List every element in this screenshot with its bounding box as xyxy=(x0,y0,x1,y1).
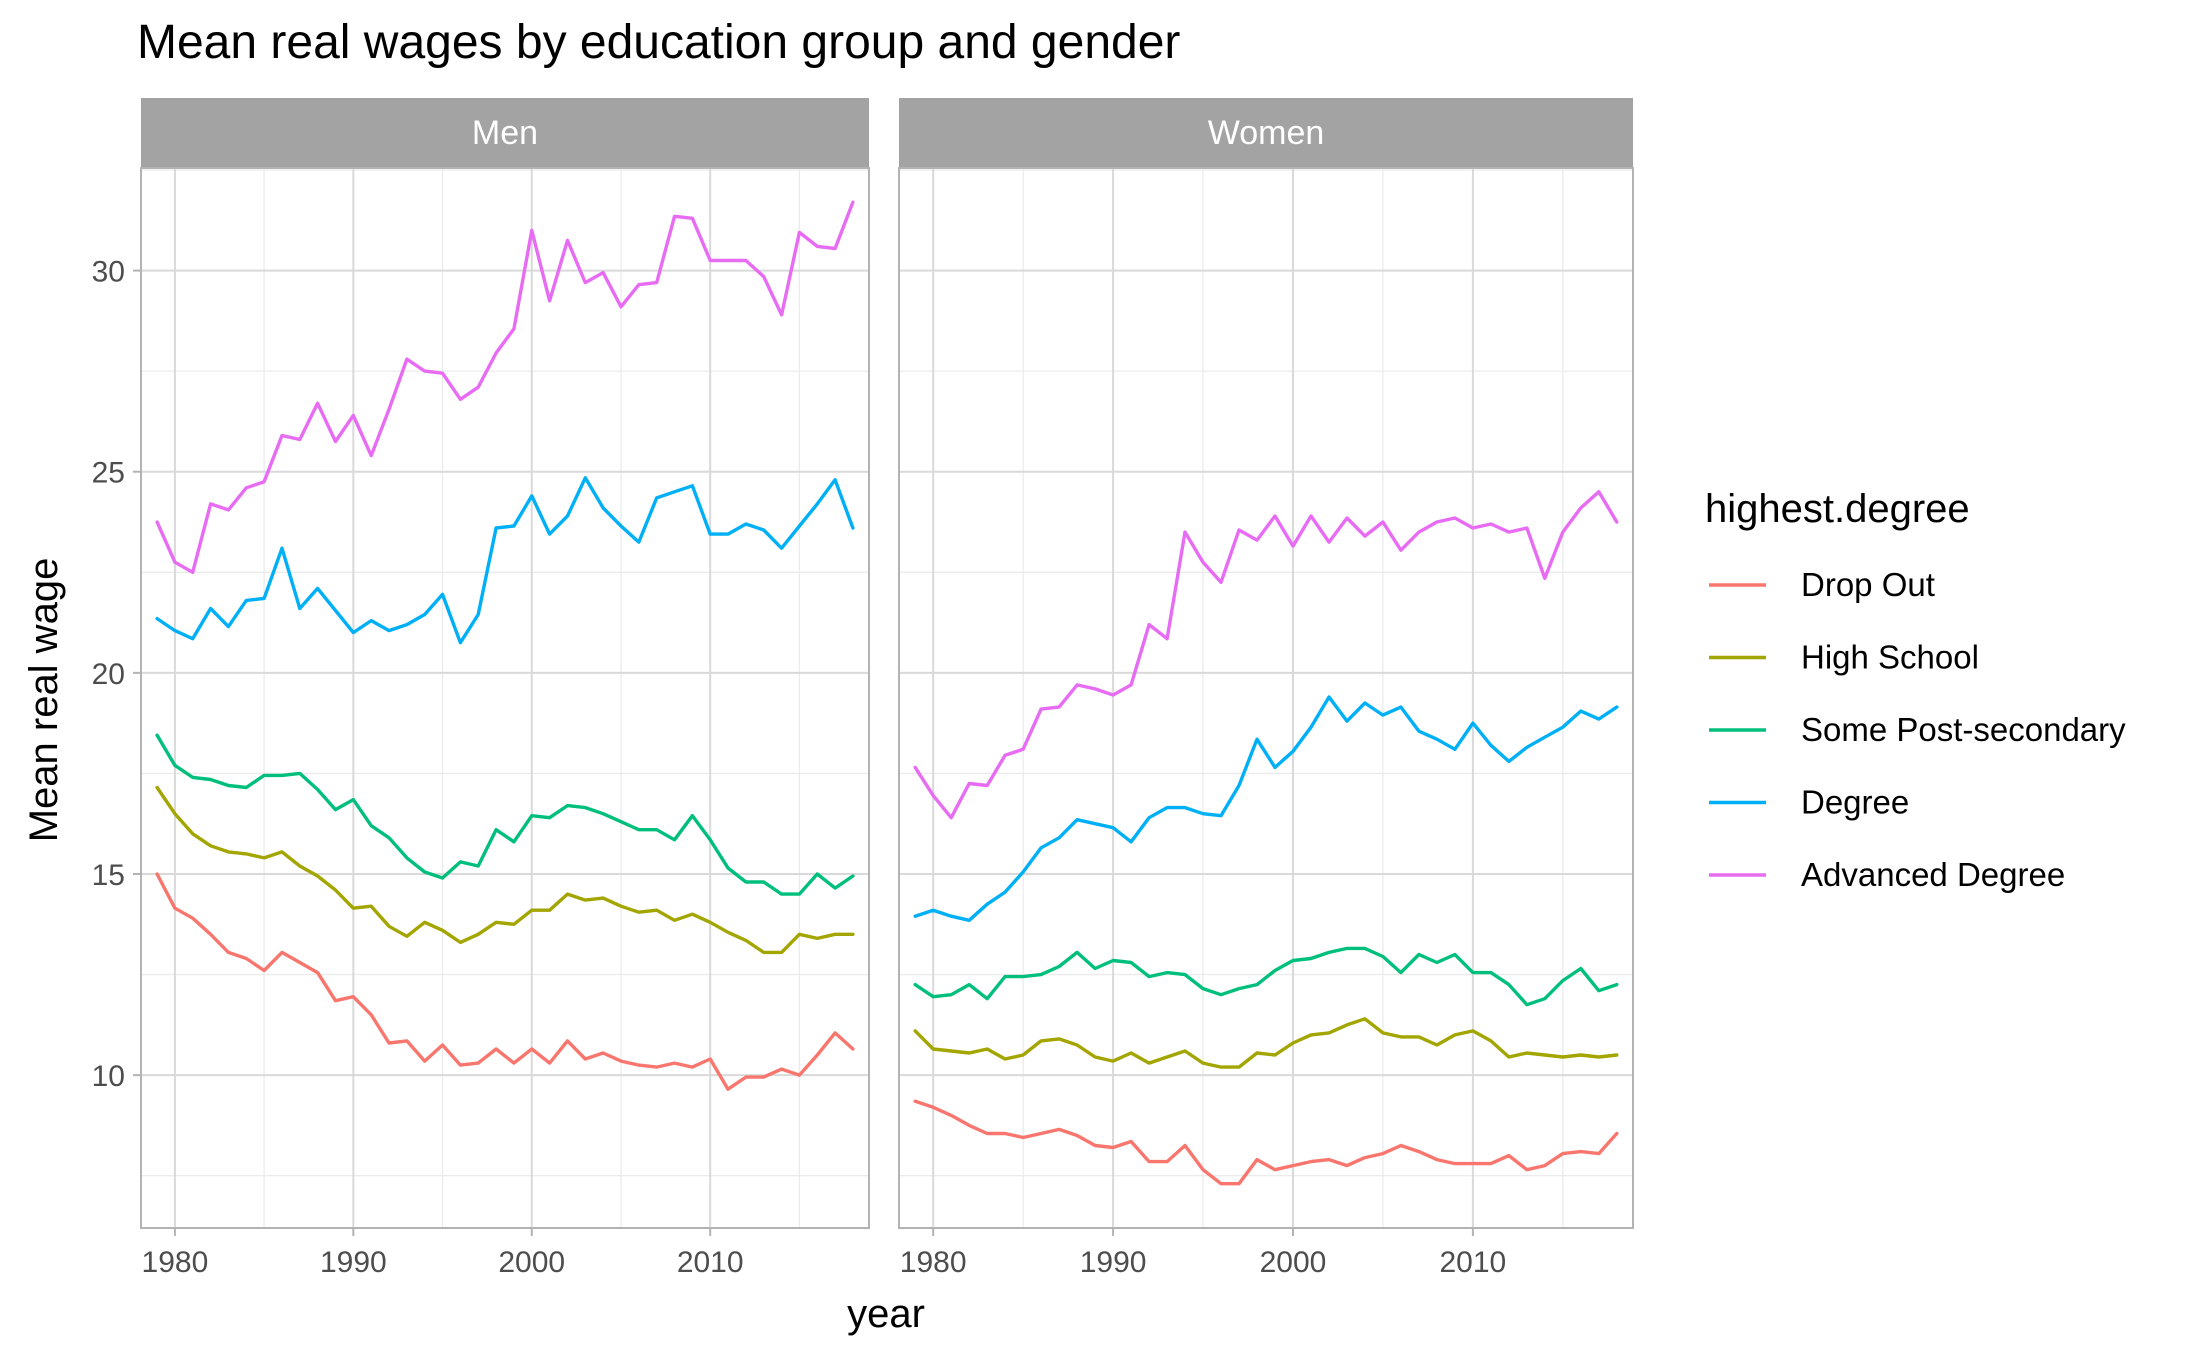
x-tick-label: 1980 xyxy=(142,1246,209,1279)
series-line-degree-women xyxy=(913,695,1619,922)
legend-title: highest.degree xyxy=(1705,487,1970,531)
series-line-advanced-degree-women xyxy=(913,490,1619,820)
panel-border-men xyxy=(140,167,870,1229)
series-line-some-post-secondary-women xyxy=(913,946,1619,1007)
strip-label-men: Men xyxy=(472,114,538,152)
x-tick-label: 1980 xyxy=(900,1246,967,1279)
x-tick-label: 1990 xyxy=(320,1246,387,1279)
x-tick-label: 2000 xyxy=(498,1246,565,1279)
series-line-high-school-women xyxy=(913,1017,1619,1069)
y-tick-label: 10 xyxy=(92,1060,125,1093)
y-tick-label: 20 xyxy=(92,658,125,691)
legend: highest.degree Drop Out High School Some P… xyxy=(1705,487,2126,893)
series-line-drop-out-men xyxy=(155,872,855,1091)
series-line-drop-out-women xyxy=(913,1099,1619,1186)
y-tick-label: 15 xyxy=(92,859,125,892)
x-axis-label: year xyxy=(847,1292,925,1336)
y-axis-label: Mean real wage xyxy=(22,558,66,843)
legend-item-high-school: High School xyxy=(1709,639,1979,676)
panel-border-women xyxy=(898,167,1634,1229)
strip-women xyxy=(899,98,1633,168)
series-line-advanced-degree-men xyxy=(155,200,855,574)
legend-item-degree: Degree xyxy=(1709,784,1909,821)
strip-men xyxy=(141,98,869,168)
legend-label-some-post-secondary: Some Post-secondary xyxy=(1801,711,2126,748)
y-tick-label: 25 xyxy=(92,457,125,490)
legend-item-some-post-secondary: Some Post-secondary xyxy=(1709,711,2126,748)
legend-item-advanced-degree: Advanced Degree xyxy=(1709,856,2065,893)
legend-items: Drop Out High School Some Post-secondary De… xyxy=(1709,566,2126,893)
series-line-some-post-secondary-men xyxy=(155,733,855,896)
series-line-high-school-men xyxy=(155,785,855,955)
x-tick-label: 1990 xyxy=(1080,1246,1147,1279)
legend-label-degree: Degree xyxy=(1801,784,1909,821)
y-tick-label: 30 xyxy=(92,256,125,289)
x-tick-label: 2010 xyxy=(677,1246,744,1279)
strip-label-women: Women xyxy=(1208,114,1325,152)
legend-item-drop-out: Drop Out xyxy=(1709,566,1935,603)
legend-label-high-school: High School xyxy=(1801,639,1979,676)
legend-label-advanced-degree: Advanced Degree xyxy=(1801,856,2065,893)
series-line-degree-men xyxy=(155,476,855,645)
legend-label-drop-out: Drop Out xyxy=(1801,566,1935,603)
x-tick-label: 2010 xyxy=(1440,1246,1507,1279)
chart-title: Mean real wages by education group and g… xyxy=(137,16,1180,69)
x-tick-label: 2000 xyxy=(1260,1246,1327,1279)
panel-women: Women 1980 1990 2000 2010 xyxy=(898,98,1634,1279)
